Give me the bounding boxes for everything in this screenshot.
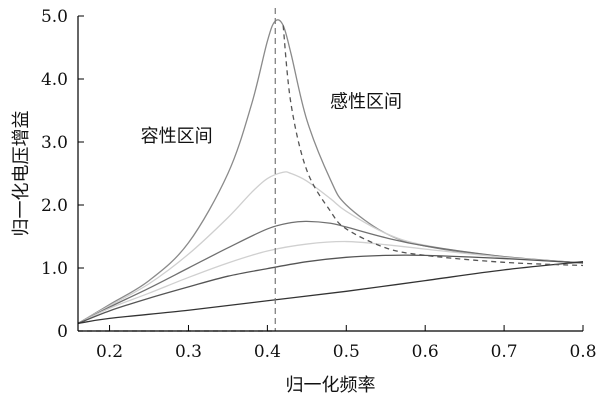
y-tick-label: 0 [57, 322, 68, 342]
x-tick-label: 0.7 [491, 342, 518, 362]
x-tick-label: 0.5 [333, 342, 360, 362]
y-tick-label: 1.0 [41, 259, 68, 279]
y-tick-label: 4.0 [41, 70, 68, 90]
series-1-curve [77, 171, 584, 325]
x-tick-label: 0.2 [96, 342, 123, 362]
curves-group [77, 19, 584, 332]
y-tick-label: 2.0 [41, 196, 68, 216]
y-tick-label: 5.0 [41, 7, 68, 27]
labels-group: 归一化频率 归一化电压增益 容性区间 感性区间 [11, 91, 402, 396]
x-tick-label: 0.3 [175, 342, 202, 362]
y-axis-title: 归一化电压增益 [11, 111, 32, 237]
axes-group [77, 16, 583, 332]
series-3-curve [77, 240, 584, 325]
capacitive-region-label: 容性区间 [141, 126, 213, 147]
series-5-curve [77, 261, 584, 325]
ticks-group: 0.2 0.3 0.4 0.5 0.6 0.7 0.8 0 1.0 2.0 3.0 4.0 5.0 [41, 7, 597, 362]
x-axis-title: 归一化频率 [286, 375, 376, 396]
x-tick-label: 0.6 [412, 342, 439, 362]
x-tick-label: 0.4 [254, 342, 281, 362]
series-4-curve [77, 254, 584, 325]
inductive-region-label: 感性区间 [330, 91, 402, 112]
series-0-curve [77, 19, 584, 324]
series-2-curve [77, 220, 584, 325]
y-tick-label: 3.0 [41, 133, 68, 153]
x-tick-label: 0.8 [569, 342, 596, 362]
